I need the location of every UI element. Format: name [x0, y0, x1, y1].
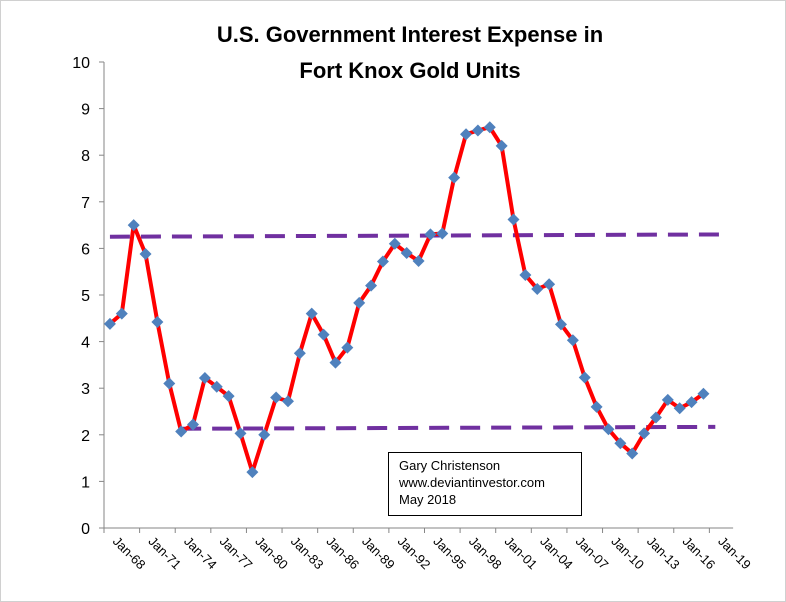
- series-line: [108, 125, 705, 475]
- data-point-marker: [258, 428, 271, 441]
- data-point-marker: [661, 393, 674, 406]
- x-tick-label: Jan-80: [252, 534, 291, 573]
- x-tick-label: Jan-74: [181, 534, 220, 573]
- x-tick-label: Jan-89: [359, 534, 398, 573]
- x-tick-label: Jan-68: [110, 534, 149, 573]
- dashed-reference-line: [181, 424, 716, 431]
- x-tick-label: Jan-01: [502, 534, 541, 573]
- data-point-marker: [495, 139, 508, 152]
- data-point-marker: [210, 380, 223, 393]
- data-point-marker: [649, 411, 662, 424]
- data-point-marker: [602, 423, 615, 436]
- data-point-marker: [638, 427, 651, 440]
- data-point-marker: [281, 395, 294, 408]
- data-point-marker: [519, 268, 532, 281]
- data-point-marker: [198, 371, 211, 384]
- x-tick-label: Jan-92: [395, 534, 434, 573]
- data-point-marker: [388, 237, 401, 250]
- data-point-marker: [270, 391, 283, 404]
- data-point-marker: [246, 466, 259, 479]
- source-annotation-box: Gary Christenson www.deviantinvestor.com…: [388, 452, 582, 516]
- y-tick-label: 7: [81, 195, 90, 212]
- data-point-marker: [376, 255, 389, 268]
- data-point-marker: [685, 396, 698, 409]
- x-tick-label: Jan-86: [324, 534, 363, 573]
- data-point-marker: [436, 227, 449, 240]
- y-tick-label: 10: [72, 55, 90, 72]
- y-tick-label: 6: [81, 241, 90, 258]
- data-point-marker: [554, 318, 567, 331]
- y-tick-label: 1: [81, 474, 90, 491]
- data-point-marker: [424, 228, 437, 241]
- data-point-marker: [353, 296, 366, 309]
- data-point-marker: [222, 390, 235, 403]
- data-point-marker: [543, 278, 556, 291]
- data-point-marker: [329, 356, 342, 369]
- y-tick-label: 2: [81, 428, 90, 445]
- data-point-marker: [317, 328, 330, 341]
- y-tick-label: 9: [81, 102, 90, 119]
- x-tick-label: Jan-95: [430, 534, 469, 573]
- chart-title-line-1: U.S. Government Interest Expense in: [217, 22, 603, 47]
- data-point-marker: [614, 437, 627, 450]
- y-tick-label: 8: [81, 148, 90, 165]
- data-point-marker: [590, 400, 603, 413]
- data-point-marker: [151, 316, 164, 329]
- data-point-marker: [163, 377, 176, 390]
- data-point-marker: [483, 121, 496, 134]
- data-point-marker: [697, 387, 710, 400]
- data-point-marker: [626, 447, 639, 460]
- y-tick-label: 0: [81, 521, 90, 538]
- x-tick-label: Jan-07: [573, 534, 612, 573]
- data-point-marker: [305, 307, 318, 320]
- x-tick-label: Jan-77: [217, 534, 256, 573]
- data-point-marker: [448, 171, 461, 184]
- x-tick-label: Jan-16: [680, 534, 719, 573]
- data-point-marker: [127, 219, 140, 232]
- data-point-marker: [578, 371, 591, 384]
- y-tick-label: 4: [81, 335, 90, 352]
- data-point-marker: [673, 402, 686, 415]
- x-tick-label: Jan-83: [288, 534, 327, 573]
- data-point-marker: [507, 213, 520, 226]
- x-tick-label: Jan-71: [145, 534, 184, 573]
- data-point-marker: [103, 317, 116, 330]
- data-point-marker: [115, 307, 128, 320]
- data-point-marker: [412, 254, 425, 267]
- data-point-marker: [187, 418, 200, 431]
- y-tick-label: 3: [81, 381, 90, 398]
- x-tick-label: Jan-10: [608, 534, 647, 573]
- x-tick-label: Jan-04: [537, 534, 576, 573]
- data-point-marker: [531, 282, 544, 295]
- data-point-marker: [234, 427, 247, 440]
- data-point-marker: [566, 334, 579, 347]
- data-point-marker: [471, 124, 484, 137]
- data-point-marker: [460, 128, 473, 141]
- x-tick-label: Jan-98: [466, 534, 505, 573]
- annotation-author: Gary Christenson: [399, 458, 501, 473]
- annotation-date: May 2018: [399, 492, 457, 507]
- data-point-marker: [400, 247, 413, 260]
- chart-title-line-2: Fort Knox Gold Units: [299, 58, 520, 83]
- y-tick-label: 5: [81, 288, 90, 305]
- data-point-marker: [175, 425, 188, 438]
- data-point-marker: [139, 247, 152, 260]
- annotation-website: www.deviantinvestor.com: [399, 475, 545, 490]
- data-point-marker: [365, 279, 378, 292]
- x-tick-label: Jan-19: [715, 534, 754, 573]
- x-tick-label: Jan-13: [644, 534, 683, 573]
- dashed-reference-line: [109, 232, 728, 239]
- data-point-marker: [341, 341, 354, 354]
- data-point-marker: [293, 347, 306, 360]
